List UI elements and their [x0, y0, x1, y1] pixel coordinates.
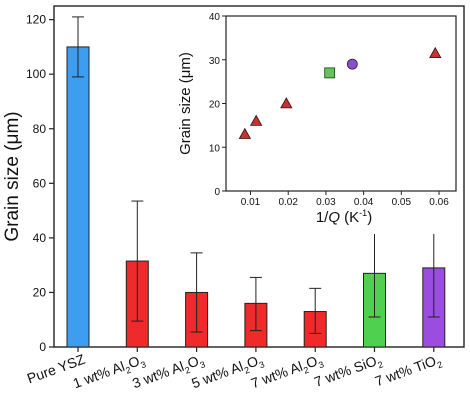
inset-x-tick-label: 0.02 — [278, 197, 298, 208]
y-axis-label: Grain size (μm) — [2, 111, 23, 241]
inset-x-tick-label: 0.04 — [354, 197, 374, 208]
inset-x-tick-label: 0.06 — [429, 197, 449, 208]
inset-y-tick-label: 30 — [209, 56, 221, 67]
y-tick-label: 0 — [39, 340, 46, 354]
scatter-point-triangle — [429, 46, 442, 58]
bar — [66, 46, 90, 348]
scatter-point-triangle — [238, 127, 252, 139]
inset-y-tick-label: 20 — [209, 100, 221, 111]
scatter-point-triangle — [280, 97, 293, 109]
scatter-point-circle — [346, 58, 358, 70]
inset-x-tick-label: 0.05 — [392, 197, 412, 208]
inset-y-tick-label: 10 — [209, 143, 221, 154]
inset-x-tick-label: 0.01 — [241, 197, 261, 208]
x-tick-label: 7 wt% Al2O3 — [249, 351, 326, 394]
inset-x-tick-label: 0.03 — [316, 197, 336, 208]
scatter-point-triangle — [249, 114, 263, 126]
x-tick-label: 7 wt% SiO2 — [312, 351, 385, 393]
y-tick-label: 60 — [33, 176, 47, 190]
inset-scatter-chart: 0 10 20 30 40 0.01 0.02 0.03 0.04 0.05 0.06 Grain s… — [168, 8, 460, 234]
inset-y-tick-label: 40 — [209, 12, 221, 23]
y-tick-label: 40 — [33, 231, 47, 245]
y-tick-label: 80 — [33, 122, 47, 136]
y-tick-label: 100 — [26, 67, 46, 81]
inset-y-tick-label: 0 — [214, 187, 220, 198]
inset-y-axis-label: Grain size (μm) — [177, 52, 194, 155]
scatter-point-square — [324, 67, 336, 79]
y-tick-label: 120 — [26, 13, 46, 27]
inset-x-axis-label: 1/Q (K-1) — [316, 208, 372, 226]
inset-background — [168, 8, 460, 234]
y-tick-label: 20 — [33, 285, 47, 299]
x-tick-label: 7 wt% TiO2 — [373, 351, 444, 392]
